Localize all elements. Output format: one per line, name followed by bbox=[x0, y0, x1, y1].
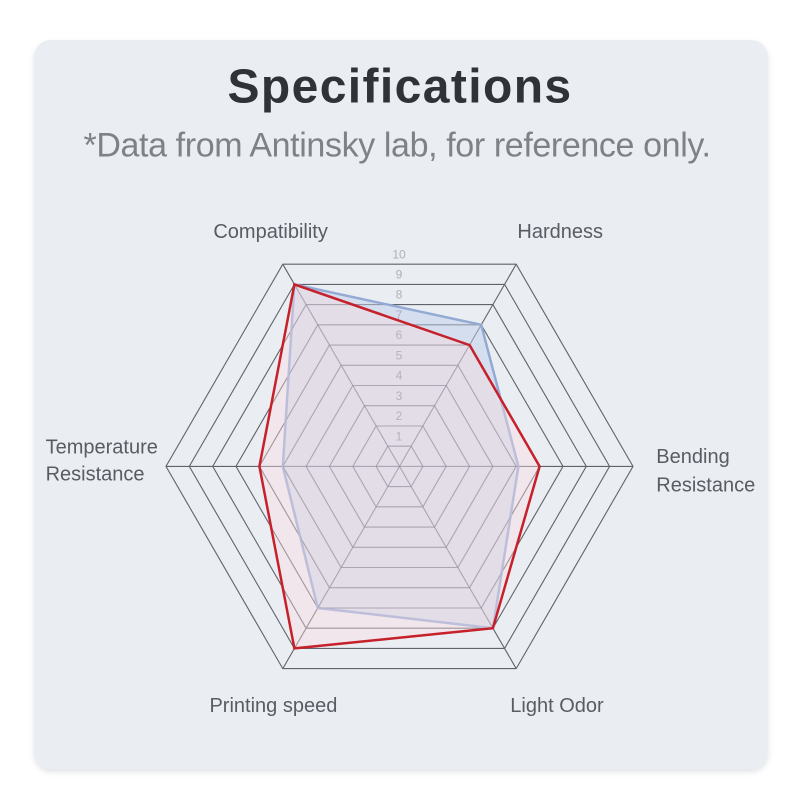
svg-text:1: 1 bbox=[396, 429, 403, 443]
svg-text:Resistance: Resistance bbox=[46, 464, 145, 486]
svg-text:Light Odor: Light Odor bbox=[510, 695, 604, 717]
svg-text:*Data from Antinsky lab, for r: *Data from Antinsky lab, for reference o… bbox=[83, 127, 710, 165]
svg-text:Compatibility: Compatibility bbox=[213, 221, 327, 243]
svg-text:Resistance: Resistance bbox=[656, 474, 755, 496]
svg-text:8: 8 bbox=[396, 288, 403, 302]
svg-text:7: 7 bbox=[396, 308, 403, 322]
svg-text:3: 3 bbox=[396, 389, 403, 403]
svg-text:10: 10 bbox=[392, 247, 406, 261]
svg-text:9: 9 bbox=[396, 268, 403, 282]
svg-text:Specifications: Specifications bbox=[227, 61, 572, 114]
svg-text:Hardness: Hardness bbox=[517, 221, 603, 243]
svg-text:Bending: Bending bbox=[656, 446, 729, 468]
svg-text:Temperature: Temperature bbox=[46, 436, 158, 458]
svg-text:Printing speed: Printing speed bbox=[209, 695, 337, 717]
svg-text:4: 4 bbox=[396, 369, 403, 383]
svg-text:2: 2 bbox=[396, 409, 403, 423]
svg-text:5: 5 bbox=[396, 348, 403, 362]
svg-text:6: 6 bbox=[396, 328, 403, 342]
